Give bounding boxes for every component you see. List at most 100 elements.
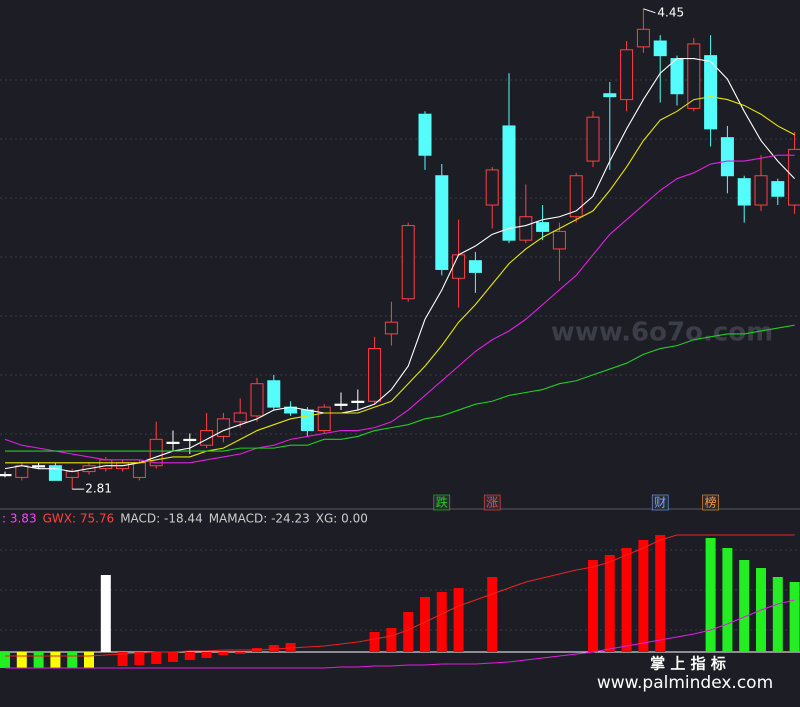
candle-body: [552, 230, 566, 250]
candle-body: [569, 175, 583, 218]
indicator-bar: [184, 652, 195, 660]
indicator-bar: [201, 652, 212, 658]
watermark: www.6o7o.com: [551, 318, 773, 348]
watermark: 掌 上 指 标: [650, 655, 726, 673]
candle-body: [737, 178, 751, 206]
indicator-bar: [403, 612, 414, 652]
candle-body: [99, 459, 113, 470]
candle-body: [670, 58, 684, 95]
candle-body: [704, 55, 718, 130]
indicator-bar: [789, 582, 800, 652]
candle-body: [687, 43, 701, 109]
legend-entry: GWX: 75.76: [43, 512, 115, 526]
candle-body: [435, 175, 449, 270]
indicator-bar: [16, 652, 27, 668]
candle-body: [418, 113, 432, 156]
event-marker: 榜: [705, 495, 717, 510]
candle-body: [401, 225, 415, 300]
indicator-bar: [436, 592, 447, 652]
indicator-bar: [100, 575, 111, 652]
indicator-bar: [772, 577, 783, 652]
event-marker: 财: [654, 496, 666, 510]
candle-body: [317, 406, 331, 432]
candle-body: [132, 462, 146, 478]
event-marker-box: [702, 494, 719, 511]
candle-body: [200, 430, 214, 446]
candle-body: [468, 260, 482, 273]
event-marker: 跌: [436, 495, 448, 510]
indicator-bar: [218, 652, 229, 655]
min-label: 2.81: [85, 482, 112, 496]
event-marker: 涨: [486, 495, 498, 510]
max-arrow: [643, 8, 656, 14]
candle-body: [653, 40, 667, 57]
legend-entry: MACD: -18.44: [120, 512, 203, 526]
event-marker-box: [483, 494, 501, 511]
indicator-line: [5, 534, 795, 657]
plot: 4.45 2.81 跌 涨 财 榜 : 3.83 GWX: 75.76 MACD: -18.44…: [0, 5, 800, 669]
candle-body: [300, 409, 314, 432]
legend-entry: : 3.83: [2, 512, 37, 526]
candle-body: [536, 222, 550, 232]
indicator-line: [5, 599, 795, 669]
indicator-bar: [638, 540, 649, 652]
candle-body: [267, 380, 281, 408]
indicator-bar: [621, 548, 632, 652]
indicator-bar: [84, 652, 94, 668]
candle-body: [48, 465, 62, 481]
candle-body: [216, 418, 230, 437]
legend-entry: MAMACD: -24.23: [209, 512, 310, 526]
indicator-bar: [604, 555, 615, 652]
indicator-bar: [67, 652, 78, 668]
indicator-bar: [369, 632, 380, 652]
candle-body: [620, 49, 634, 101]
candle-body: [788, 148, 800, 206]
candle-body: [233, 412, 247, 423]
indicator-bar: [33, 652, 44, 668]
indicator-bar: [117, 652, 128, 666]
indicator-bar: [134, 652, 145, 665]
indicator-line: [5, 324, 795, 452]
candle-body: [519, 216, 533, 241]
candle-body: [603, 93, 617, 98]
candle-body: [754, 175, 768, 206]
candle-body: [334, 403, 348, 406]
candle-body: [166, 441, 180, 444]
candle-body: [636, 28, 650, 48]
event-marker-box: [433, 494, 451, 511]
candle-body: [183, 438, 197, 442]
candle-body: [15, 465, 29, 478]
candle-body: [502, 125, 516, 241]
indicator-bar: [655, 535, 666, 652]
indicator-bar: [386, 628, 397, 652]
indicator-bar: [235, 652, 246, 654]
candle-body: [250, 383, 264, 417]
indicator-bar: [168, 652, 178, 662]
indicator-bar: [487, 577, 498, 652]
candle-body: [452, 254, 466, 279]
indicator-bar: [722, 548, 733, 652]
candle-body: [586, 116, 600, 162]
watermark: www.palmindex.com: [597, 673, 773, 693]
candle-body: [368, 348, 382, 402]
candle-body: [485, 169, 499, 206]
max-label: 4.45: [657, 5, 684, 19]
indicator-bar: [420, 597, 430, 652]
candle-body: [32, 465, 46, 468]
indicator-bar: [0, 652, 10, 668]
indicator-bar: [705, 538, 716, 652]
indicator-bar: [151, 652, 162, 664]
candle-body: [771, 181, 785, 197]
indicator-line: [5, 96, 795, 464]
indicator-line: [4, 154, 795, 464]
candle-body: [0, 473, 12, 477]
candle-body: [351, 400, 365, 403]
legend-entry: XG: 0.00: [316, 512, 368, 526]
candle-body: [384, 321, 398, 335]
indicator-bar: [453, 588, 464, 652]
candle-body: [720, 137, 734, 177]
candle-body: [65, 471, 79, 478]
grid: [0, 79, 800, 631]
